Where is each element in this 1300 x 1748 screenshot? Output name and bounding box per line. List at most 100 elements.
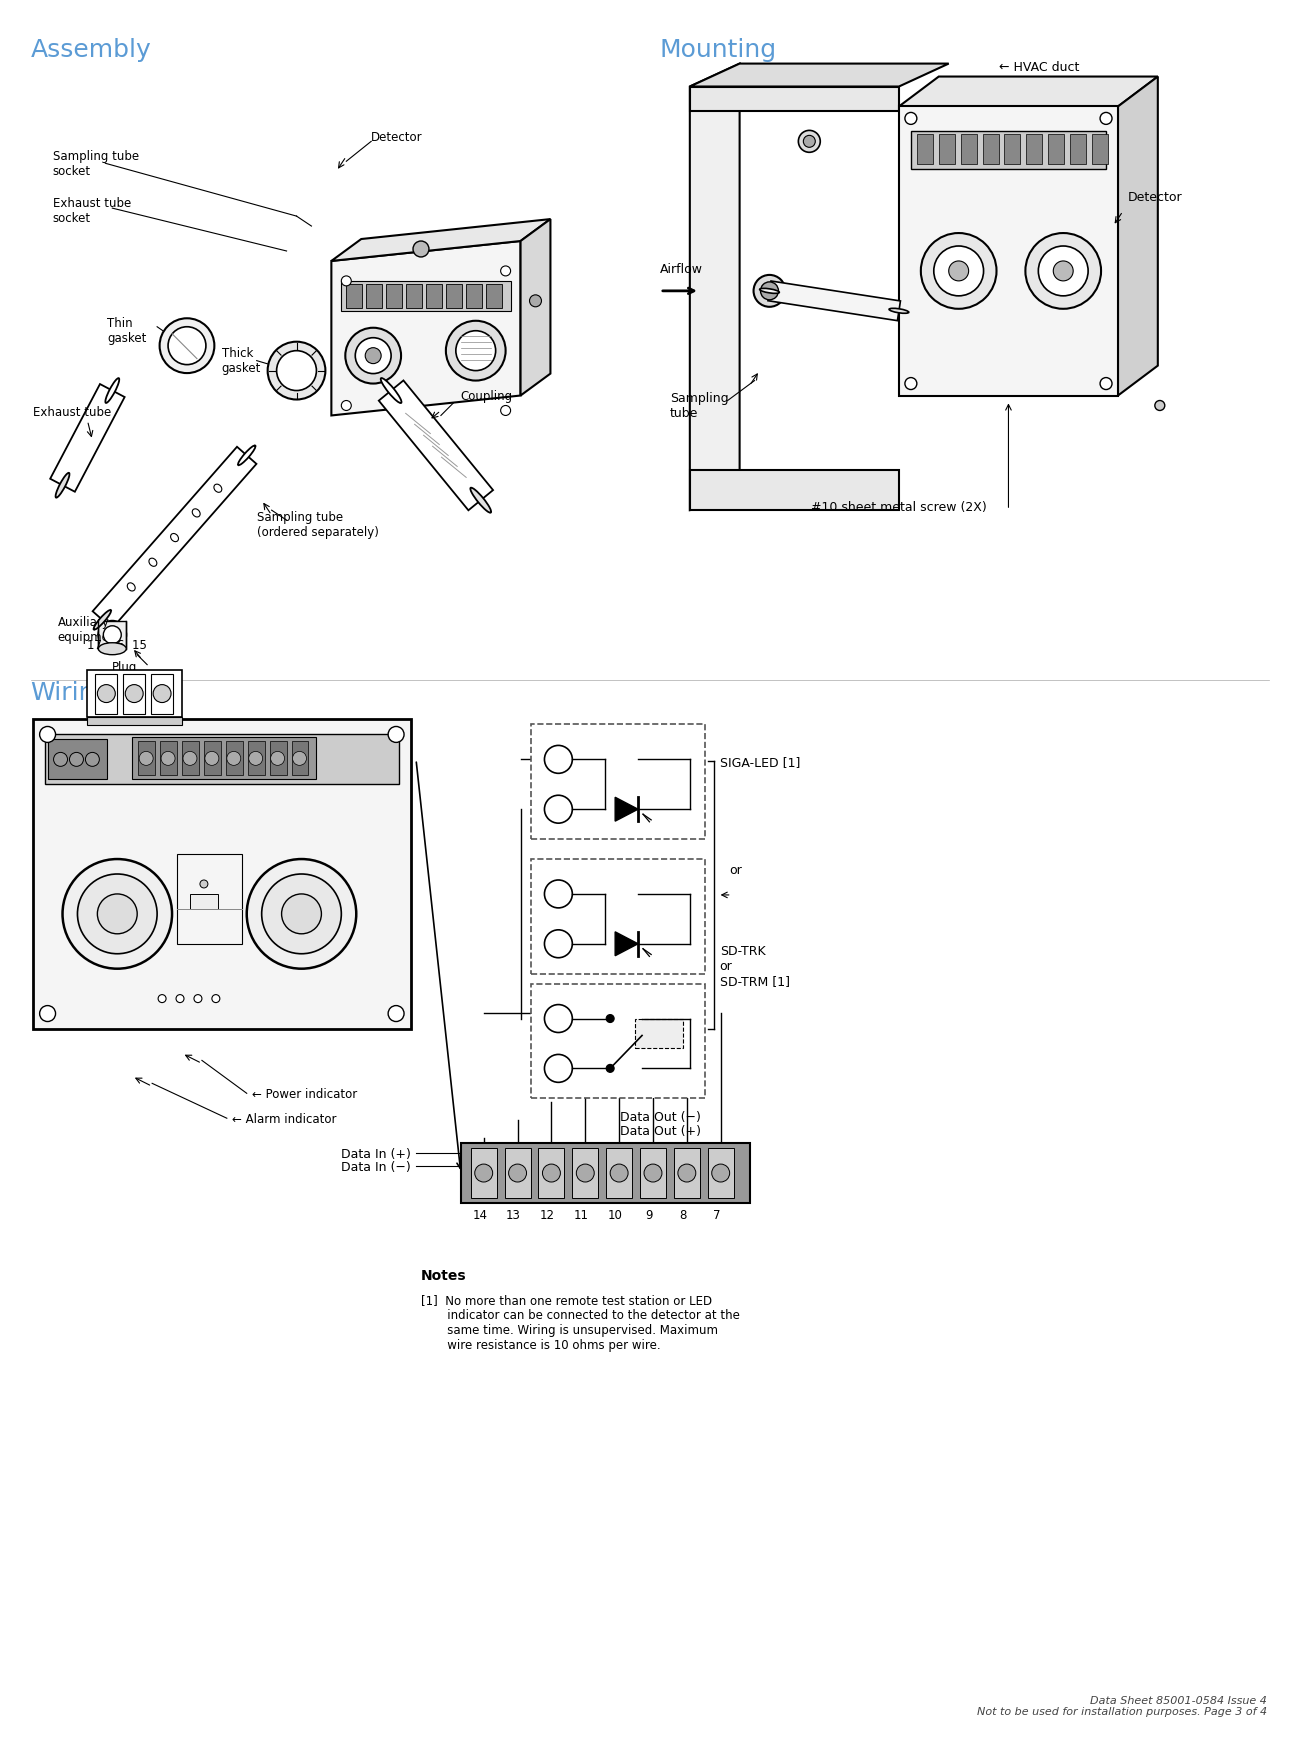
- Circle shape: [474, 1164, 493, 1182]
- Circle shape: [500, 267, 511, 276]
- Bar: [99, 622, 126, 649]
- Bar: [939, 135, 954, 164]
- Text: Data In (−): Data In (−): [342, 1161, 411, 1173]
- Circle shape: [542, 1164, 560, 1182]
- Ellipse shape: [56, 474, 69, 498]
- Circle shape: [389, 1007, 404, 1023]
- Bar: [636, 1019, 682, 1049]
- Text: Assembly: Assembly: [31, 38, 151, 61]
- Text: Sampling tube
(ordered separately): Sampling tube (ordered separately): [256, 510, 378, 538]
- Circle shape: [98, 895, 138, 933]
- Bar: [460, 1143, 750, 1203]
- Circle shape: [606, 1065, 614, 1073]
- Bar: [226, 741, 243, 776]
- Bar: [124, 675, 146, 715]
- Text: or: or: [729, 864, 742, 876]
- Ellipse shape: [127, 584, 135, 591]
- Bar: [673, 1148, 699, 1199]
- Bar: [486, 285, 502, 309]
- Circle shape: [159, 995, 166, 1003]
- Bar: [138, 741, 155, 776]
- Circle shape: [446, 322, 506, 381]
- Ellipse shape: [160, 320, 215, 374]
- Ellipse shape: [150, 559, 157, 566]
- Bar: [465, 285, 482, 309]
- Text: 2: 2: [555, 888, 563, 900]
- Circle shape: [183, 752, 196, 766]
- Circle shape: [78, 874, 157, 954]
- Circle shape: [610, 1164, 628, 1182]
- Text: SD-TRK
or
SD-TRM [1]: SD-TRK or SD-TRM [1]: [720, 944, 789, 988]
- Text: Sampling
tube: Sampling tube: [670, 392, 728, 420]
- Bar: [48, 739, 108, 780]
- Ellipse shape: [170, 535, 178, 542]
- Text: 13: 13: [506, 1208, 521, 1222]
- Bar: [530, 725, 705, 839]
- Text: ← HVAC duct: ← HVAC duct: [998, 61, 1079, 73]
- Ellipse shape: [200, 881, 208, 888]
- Circle shape: [292, 752, 307, 766]
- Text: Alarm: Alarm: [588, 869, 623, 881]
- Bar: [32, 720, 411, 1030]
- Text: 9: 9: [645, 1208, 653, 1222]
- Circle shape: [920, 234, 997, 309]
- Text: Plug: Plug: [112, 661, 138, 673]
- Circle shape: [282, 895, 321, 933]
- Polygon shape: [51, 385, 125, 493]
- Bar: [342, 281, 511, 311]
- Bar: [504, 1148, 530, 1199]
- Bar: [190, 895, 218, 909]
- Bar: [248, 741, 265, 776]
- Bar: [406, 285, 423, 309]
- Circle shape: [456, 332, 495, 371]
- Circle shape: [905, 114, 916, 126]
- Text: 11: 11: [573, 1208, 589, 1222]
- Ellipse shape: [103, 626, 121, 645]
- Bar: [916, 135, 933, 164]
- Text: 4: 4: [555, 1012, 563, 1026]
- Circle shape: [86, 753, 99, 767]
- Bar: [606, 1148, 632, 1199]
- Text: Thick
gasket: Thick gasket: [222, 346, 261, 374]
- Bar: [961, 135, 976, 164]
- Bar: [426, 285, 442, 309]
- Circle shape: [508, 1164, 526, 1182]
- Polygon shape: [898, 77, 1158, 107]
- Bar: [95, 675, 117, 715]
- Bar: [538, 1148, 564, 1199]
- Ellipse shape: [192, 509, 200, 517]
- Bar: [386, 285, 402, 309]
- Ellipse shape: [754, 276, 785, 308]
- Text: Data In (+): Data In (+): [341, 1147, 411, 1161]
- Circle shape: [69, 753, 83, 767]
- Bar: [707, 1148, 733, 1199]
- Circle shape: [933, 246, 984, 297]
- Polygon shape: [690, 470, 898, 510]
- Bar: [204, 741, 221, 776]
- Text: 3: 3: [555, 1063, 563, 1075]
- Bar: [44, 734, 399, 785]
- Text: Data Out (+): Data Out (+): [620, 1124, 701, 1136]
- Text: Auxiliary
equipment: Auxiliary equipment: [57, 615, 122, 643]
- Bar: [367, 285, 382, 309]
- Polygon shape: [332, 220, 550, 262]
- Circle shape: [1100, 378, 1112, 390]
- Circle shape: [139, 752, 153, 766]
- Circle shape: [576, 1164, 594, 1182]
- Polygon shape: [520, 220, 550, 397]
- Text: ← Power indicator: ← Power indicator: [252, 1087, 358, 1099]
- Text: Test: Test: [640, 1077, 663, 1091]
- Circle shape: [226, 752, 240, 766]
- Text: SIGA-LED [1]: SIGA-LED [1]: [720, 755, 800, 769]
- Circle shape: [125, 685, 143, 703]
- Bar: [530, 860, 705, 974]
- Circle shape: [1100, 114, 1112, 126]
- Circle shape: [98, 685, 116, 703]
- Bar: [1092, 135, 1108, 164]
- Circle shape: [545, 795, 572, 823]
- Circle shape: [205, 752, 218, 766]
- Bar: [446, 285, 462, 309]
- Polygon shape: [690, 87, 898, 112]
- Ellipse shape: [277, 351, 316, 392]
- Polygon shape: [92, 447, 256, 629]
